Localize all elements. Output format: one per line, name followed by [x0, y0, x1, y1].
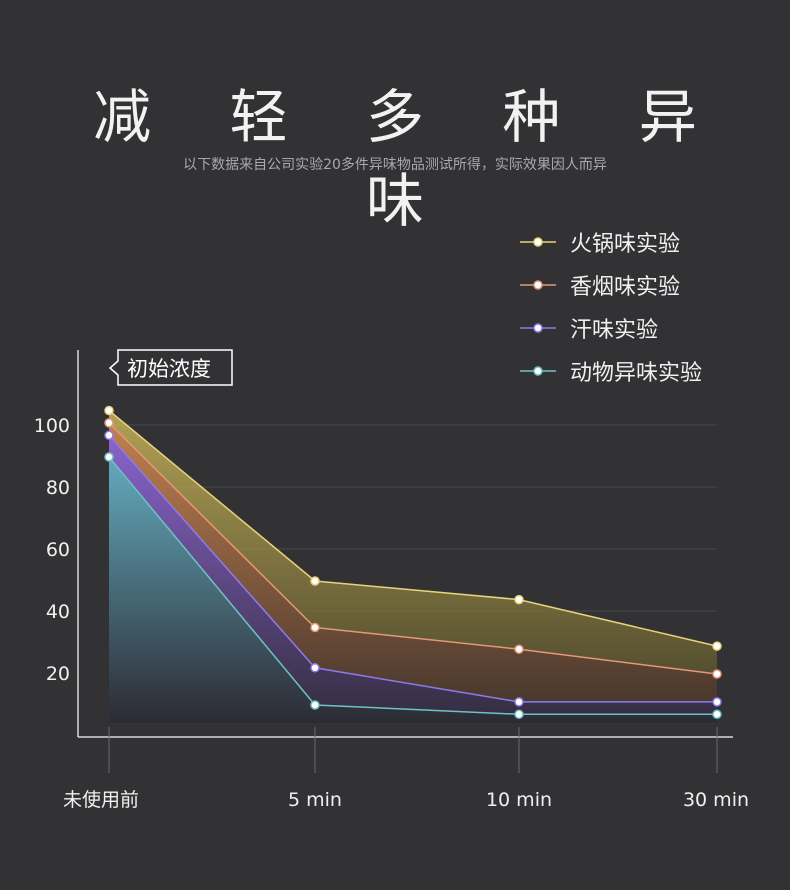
point-series-2-1: [310, 663, 320, 673]
x-tick-labels: 未使用前 5 min 10 min 30 min: [63, 789, 749, 811]
legend-dot-0: [533, 236, 543, 247]
point-series-1-2: [514, 644, 524, 654]
line-series-0: [108, 409, 718, 647]
point-series-0-0: [104, 405, 114, 416]
legend-item: 动物异味实验: [520, 349, 702, 392]
legend-label-3: 动物异味实验: [570, 360, 703, 386]
page-title: 减 轻 多 种 异 味: [93, 83, 727, 235]
point-series-0-2: [514, 594, 524, 605]
legend-dot-3: [533, 365, 543, 376]
legend-swatch-0: [520, 236, 556, 247]
point-series-1-3: [712, 669, 722, 679]
x-tick-label-1: 5 min: [288, 789, 342, 811]
legend-swatch-1: [520, 279, 556, 290]
legend-label-0: 火锅味实验: [570, 231, 681, 257]
point-series-3-1: [310, 700, 320, 710]
legend-label-2: 汗味实验: [570, 317, 659, 343]
line-series-2: [108, 434, 717, 703]
point-series-3-0: [104, 452, 114, 462]
axes: [77, 350, 733, 738]
y-tick-label-80: 80: [46, 477, 70, 499]
point-series-2-0: [104, 430, 114, 441]
point-series-1-0: [104, 418, 114, 428]
series-lines: [108, 409, 718, 716]
legend-dot-2: [533, 322, 543, 333]
y-tick-label-100: 100: [34, 415, 70, 437]
y-tick-labels: 20 40 60 80 100: [34, 415, 70, 685]
legend-swatch-2: [520, 322, 556, 333]
point-series-0-1: [310, 576, 320, 586]
point-series-2-2: [514, 697, 524, 707]
legend-item: 汗味实验: [520, 306, 702, 349]
callout-border: [108, 349, 233, 386]
area-series-3: [109, 457, 717, 723]
legend-swatch-3: [520, 365, 556, 376]
point-series-1-1: [310, 622, 320, 633]
series-points: [104, 405, 722, 720]
legend-dot-1: [533, 279, 543, 290]
x-tick-label-2: 10 min: [486, 789, 552, 811]
legend-item: 火锅味实验: [520, 220, 702, 263]
line-series-1: [108, 422, 718, 675]
x-tick-marks: [108, 727, 718, 773]
legend-label-1: 香烟味实验: [570, 274, 681, 300]
point-series-2-3: [712, 697, 722, 707]
point-series-0-3: [712, 641, 722, 651]
point-series-3-2: [514, 709, 524, 720]
legend-item: 香烟味实验: [520, 263, 702, 306]
chart-legend: 火锅味实验 香烟味实验 汗味实验 动物异味实验: [520, 220, 702, 392]
x-tick-label-0: 未使用前: [63, 789, 139, 811]
callout-box: 初始浓度: [108, 349, 233, 386]
y-tick-label-40: 40: [46, 601, 70, 623]
x-tick-label-3: 30 min: [683, 789, 749, 811]
callout-label: 初始浓度: [127, 357, 211, 381]
line-series-3: [108, 456, 717, 716]
point-series-3-3: [712, 709, 722, 720]
page-subtitle: 以下数据来自公司实验20多件异味物品测试所得，实际效果因人而异: [183, 157, 607, 173]
y-tick-label-60: 60: [46, 539, 70, 561]
y-tick-label-20: 20: [46, 663, 70, 685]
series-areas: [109, 410, 717, 723]
